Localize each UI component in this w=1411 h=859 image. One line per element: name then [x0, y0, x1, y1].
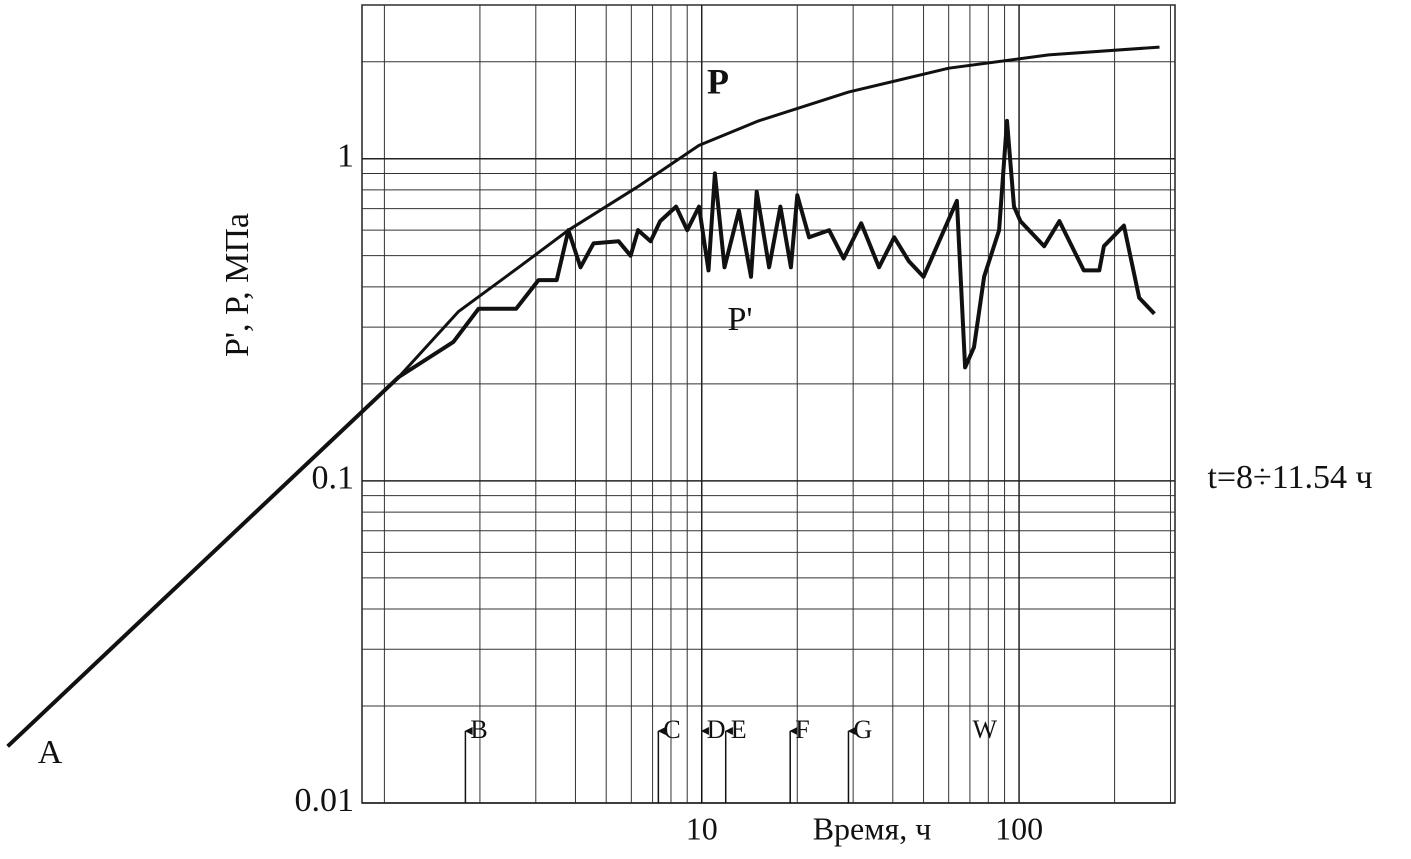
data-line — [6, 118, 1156, 748]
y-axis-label: P', P, МПа — [219, 213, 256, 357]
x-tick-label: 10 — [686, 810, 718, 846]
annotation: A — [38, 734, 63, 771]
y-tick-label: 0.1 — [312, 460, 355, 497]
x-axis-label: Время, ч — [813, 810, 932, 846]
marker-label: F — [795, 715, 809, 744]
marker-label: G — [853, 715, 872, 744]
x-tick-label: 100 — [995, 810, 1043, 846]
y-tick-label: 0.01 — [295, 782, 355, 819]
marker-label: E — [731, 715, 747, 744]
marker-label: C — [663, 715, 680, 744]
marker-label: B — [470, 715, 487, 744]
marker-label: W — [973, 715, 998, 744]
annotation: P — [707, 61, 729, 101]
annotation: P' — [727, 301, 752, 338]
y-tick-label: 1 — [337, 138, 354, 175]
annotation: t=8÷11.54 ч — [1207, 459, 1372, 496]
plot-frame — [361, 4, 1176, 804]
data-line — [6, 45, 1160, 748]
marker-label: D — [707, 715, 726, 744]
